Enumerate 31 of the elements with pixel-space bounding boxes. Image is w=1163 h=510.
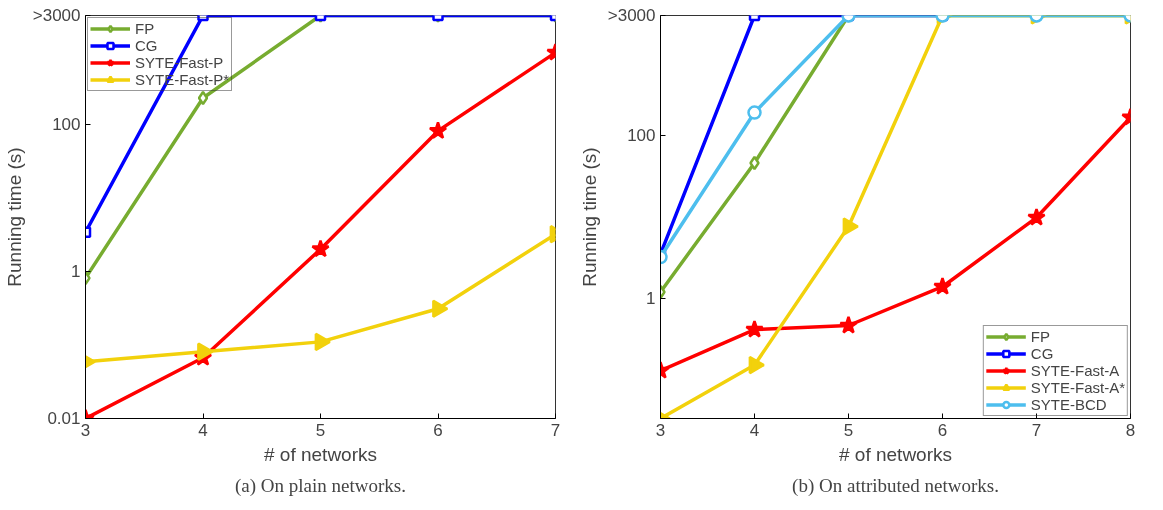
x-tick-label: 4 (198, 420, 208, 440)
legend-label: SYTE-Fast-A* (1030, 379, 1125, 396)
y-axis-title: Running time (s) (3, 147, 25, 287)
text: (a) On plain networks. (235, 474, 406, 497)
y-tick-label: >3000 (607, 6, 656, 25)
legend-label: CG (135, 37, 158, 54)
x-tick-label: 4 (749, 420, 760, 440)
x-axis-title: # of networks (839, 443, 952, 465)
y-tick-label: 100 (52, 114, 81, 134)
x-tick-label: 7 (550, 420, 561, 440)
legend-label: SYTE-Fast-A (1030, 362, 1120, 379)
x-tick-label: 6 (937, 420, 948, 440)
y-tick-label: 1 (646, 288, 656, 308)
legend-label: FP (1030, 328, 1051, 345)
y-tick-label: 0.01 (47, 409, 81, 428)
x-tick-label: 6 (433, 420, 443, 440)
x-tick-label: 3 (655, 420, 666, 440)
x-tick-label: 7 (1031, 420, 1042, 440)
y-tick-label: 100 (627, 126, 656, 146)
text: (b) On attributed networks. (792, 474, 999, 497)
x-tick-label: 5 (843, 420, 854, 440)
x-tick-label: 8 (1125, 420, 1136, 440)
legend-label: FP (135, 20, 155, 37)
legend-label: SYTE-BCD (1030, 396, 1107, 413)
x-axis-title: # of networks (264, 443, 377, 465)
x-tick-label: 3 (80, 420, 91, 440)
y-axis-title: Running time (s) (578, 147, 600, 287)
x-tick-label: 5 (315, 420, 326, 440)
y-tick-label: >3000 (32, 6, 81, 25)
y-tick-label: 1 (71, 261, 81, 281)
legend-label: CG (1030, 345, 1054, 362)
